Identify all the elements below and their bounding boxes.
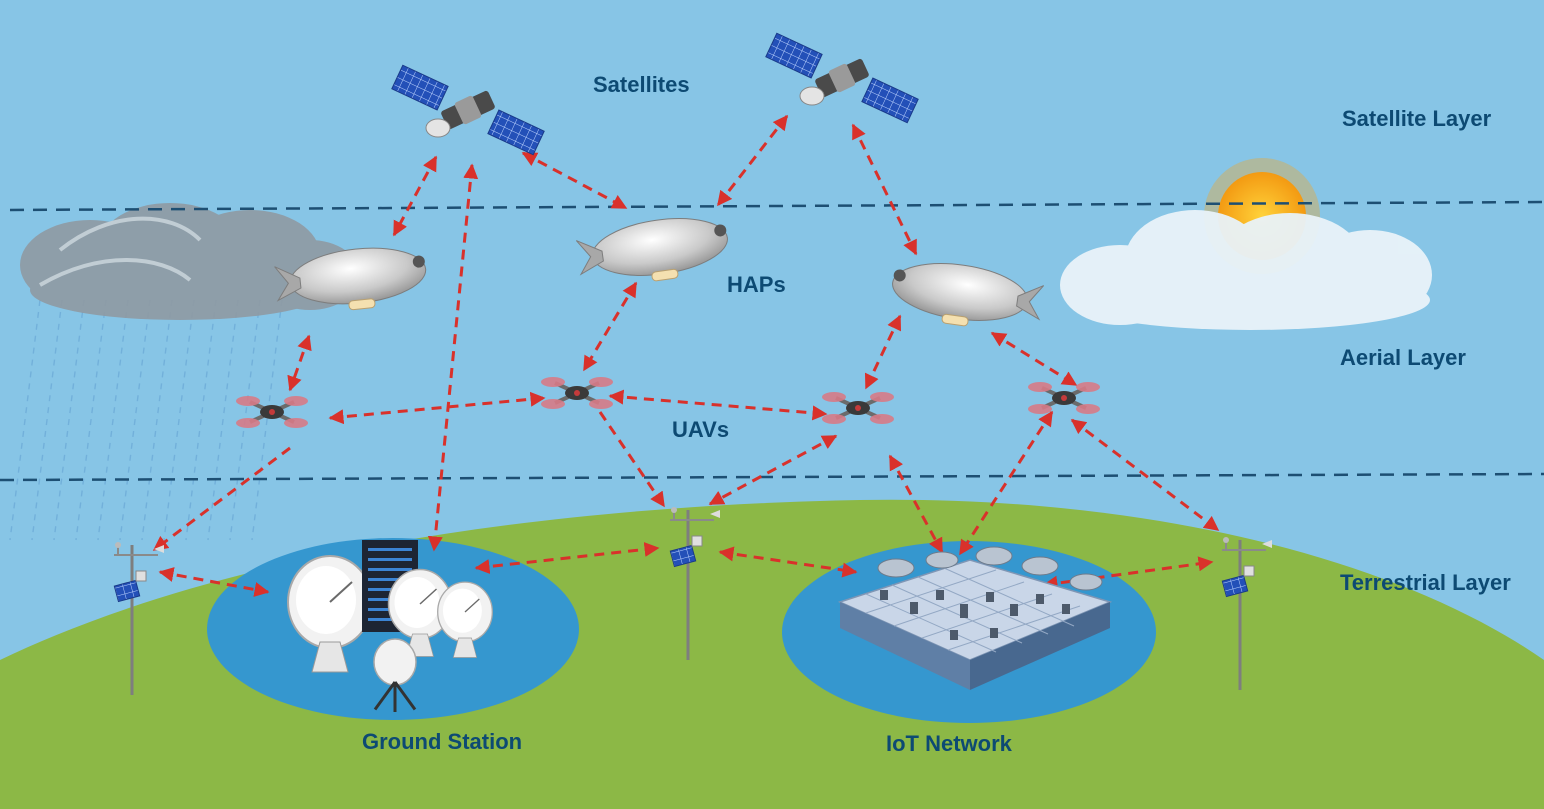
link-hap3-uav4 <box>990 331 1078 387</box>
link-station-left-ground-station <box>158 567 270 597</box>
cloud-icon <box>1060 210 1432 330</box>
link-uav4-station-right <box>1070 418 1220 532</box>
drone-icon <box>820 390 896 426</box>
iot-city-icon <box>837 546 1113 690</box>
link-sat1-ground-station <box>427 163 479 552</box>
drone-icon <box>539 375 615 411</box>
terrestrial-layer-label: Terrestrial Layer <box>1340 570 1511 595</box>
link-ground-station-station-center <box>474 542 660 574</box>
satellite-layer-label: Satellite Layer <box>1342 106 1492 131</box>
ground-station-label: Ground Station <box>362 729 523 754</box>
iot-network-label: IoT Network <box>886 731 1012 756</box>
satellite-icon <box>391 64 545 156</box>
link-sat1-hap2 <box>521 151 628 210</box>
link-station-center-iot <box>718 546 858 578</box>
link-uav2-uav3 <box>608 389 828 421</box>
link-hap2-uav2 <box>582 281 638 372</box>
uavs-label: UAVs <box>672 417 730 442</box>
satellite-icon <box>765 32 919 124</box>
link-sat1-hap1 <box>392 155 438 237</box>
link-uav1-uav2 <box>328 391 546 425</box>
haps-label: HAPs <box>727 272 786 297</box>
link-uav3-station-center <box>708 434 838 506</box>
link-uav4-iot <box>958 410 1054 556</box>
rain-icon <box>9 299 283 541</box>
aerial-layer-label: Aerial Layer <box>1340 345 1466 370</box>
link-uav3-iot <box>888 454 944 554</box>
link-iot-station-right <box>1042 556 1214 591</box>
drone-icon <box>1026 380 1102 416</box>
link-sat2-hap2 <box>716 114 789 207</box>
link-hap3-uav3 <box>864 314 902 390</box>
aerial-terrestrial-divider <box>0 472 1544 482</box>
ground-station-icon <box>287 540 493 712</box>
link-uav2-station-center <box>598 411 666 508</box>
link-hap1-uav1 <box>287 334 312 392</box>
satellites-label: Satellites <box>593 72 690 97</box>
airship-icon <box>574 210 733 292</box>
link-sat2-hap3 <box>851 123 918 256</box>
drone-icon <box>234 394 310 430</box>
link-uav1-station-left <box>152 446 291 552</box>
communication-links <box>152 114 1220 597</box>
airship-icon <box>887 255 1046 337</box>
